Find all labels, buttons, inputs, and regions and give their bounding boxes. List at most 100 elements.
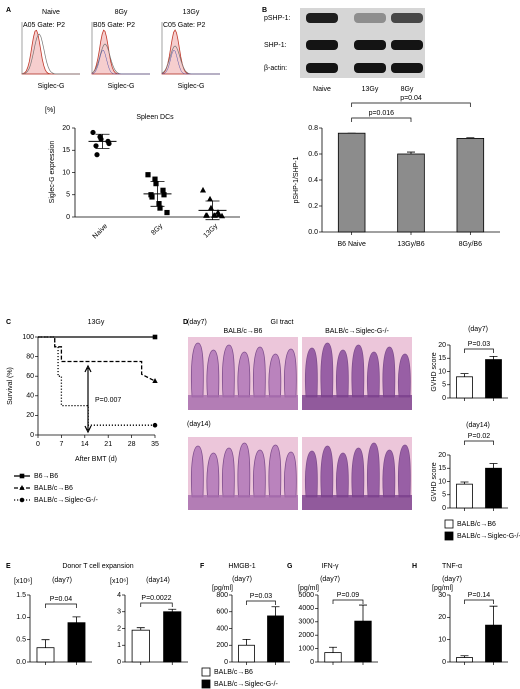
survival-line xyxy=(38,336,156,382)
bar xyxy=(67,622,86,663)
marker xyxy=(152,378,158,383)
double-arrow xyxy=(84,364,92,434)
flow-curve xyxy=(161,29,220,75)
blot-band xyxy=(354,40,386,50)
legend-swatch xyxy=(444,519,454,529)
panel-label: F xyxy=(200,563,205,570)
bar xyxy=(485,359,502,399)
y-label: [pg/ml] xyxy=(432,585,453,592)
y-tick-label: 30 xyxy=(438,592,446,599)
bar xyxy=(456,137,485,233)
flow-title: Naive xyxy=(42,9,60,16)
chart-title: HMGB-1 xyxy=(228,563,255,570)
error-bar xyxy=(489,355,498,360)
y-tick-label: 20 xyxy=(26,412,34,419)
flow-curve xyxy=(91,49,150,75)
villus xyxy=(206,452,220,498)
significance-bracket xyxy=(464,348,494,353)
annotation: p=0.04 xyxy=(400,95,422,102)
blot-band xyxy=(306,13,338,23)
villus xyxy=(320,445,334,498)
y-tick-label: 2 xyxy=(117,625,121,632)
y-tick-label: 1000 xyxy=(298,645,314,652)
x-tick-label: 0 xyxy=(36,441,40,448)
y-tick-label: 200 xyxy=(216,642,228,649)
flow-xlabel: Siglec-G xyxy=(178,83,205,90)
blot-lane-label: Naive xyxy=(313,86,331,93)
significance-bracket xyxy=(351,102,471,107)
histology-column: BALB/c→B6 xyxy=(224,328,263,335)
legend-swatch xyxy=(201,679,211,689)
flow-curve xyxy=(21,29,80,75)
villus xyxy=(190,445,204,498)
error-bar xyxy=(136,627,145,631)
legend-label: BALB/c→B6 xyxy=(214,669,253,676)
error-bar xyxy=(489,605,498,626)
chart-title: IFN-γ xyxy=(321,563,339,570)
y-label: [pg/ml] xyxy=(212,585,233,592)
bar xyxy=(324,652,342,663)
x-tick-label: 13Gy/B6 xyxy=(397,241,424,248)
y-tick-label: 0.0 xyxy=(308,229,318,236)
legend-label: B6→B6 xyxy=(34,473,58,480)
y-tick-label: 4 xyxy=(117,592,121,599)
x-tick-label: 21 xyxy=(104,441,112,448)
chart-title: (day14) xyxy=(466,422,490,429)
crypt-layer xyxy=(188,395,298,410)
villus xyxy=(366,442,380,498)
x-tick-label: 8Gy xyxy=(150,222,164,236)
marker xyxy=(145,172,151,178)
legend-label: BALB/c→Siglec-G-/- xyxy=(214,681,278,688)
y-tick-label: 0.4 xyxy=(308,177,318,184)
y-tick-label: 15 xyxy=(62,147,70,154)
villus xyxy=(237,351,251,398)
flow-gate: B05 Gate: P2 xyxy=(93,22,135,29)
annotation: P=0.007 xyxy=(95,397,121,404)
marker xyxy=(206,195,214,202)
panel-label: C xyxy=(6,319,11,326)
x-tick-label: 14 xyxy=(81,441,89,448)
flow-title: 13Gy xyxy=(183,9,200,16)
blot-band xyxy=(391,40,423,50)
villus xyxy=(252,449,266,498)
error-bar xyxy=(150,181,165,207)
x-tick-label: 8Gy/B6 xyxy=(459,241,482,248)
chart-subtitle: (day7) xyxy=(320,576,340,583)
blot-band xyxy=(306,63,338,73)
marker xyxy=(157,205,163,211)
legend-label: BALB/c→Siglec-G-/- xyxy=(457,533,520,540)
y-label: [pg/ml] xyxy=(298,585,319,592)
y-tick-label: 3 xyxy=(117,609,121,616)
y-tick-label: 0 xyxy=(442,395,446,402)
significance-bracket xyxy=(464,440,494,445)
flow-curve xyxy=(161,49,220,75)
blot-band xyxy=(391,63,423,73)
y-tick-label: 80 xyxy=(26,353,34,360)
y-tick-label: 0.0 xyxy=(16,659,26,666)
histology-column: BALB/c→Siglec-G-/- xyxy=(325,328,389,335)
legend-swatch xyxy=(201,667,211,677)
panel-label: D xyxy=(183,319,188,326)
panel-label: G xyxy=(287,563,293,570)
bar xyxy=(456,376,473,399)
y-tick-label: 0 xyxy=(310,659,314,666)
marker xyxy=(203,212,211,218)
y-tick-label: 0 xyxy=(224,659,228,666)
flow-gate: C05 Gate: P2 xyxy=(163,22,206,29)
bar xyxy=(456,657,473,663)
villus xyxy=(304,450,318,498)
error-bar xyxy=(168,608,177,612)
villus xyxy=(252,346,266,398)
villus xyxy=(221,344,235,398)
y-tick-label: 3000 xyxy=(298,619,314,626)
legend-label: BALB/c→B6 xyxy=(34,485,73,492)
villus xyxy=(382,346,396,398)
x-tick-label: 28 xyxy=(128,441,136,448)
marker xyxy=(218,212,226,219)
marker xyxy=(19,473,25,479)
annotation: P=0.14 xyxy=(468,592,490,599)
y-unit: [%] xyxy=(45,107,55,114)
marker xyxy=(152,422,158,428)
blot-band xyxy=(306,40,338,50)
bar xyxy=(36,647,55,663)
